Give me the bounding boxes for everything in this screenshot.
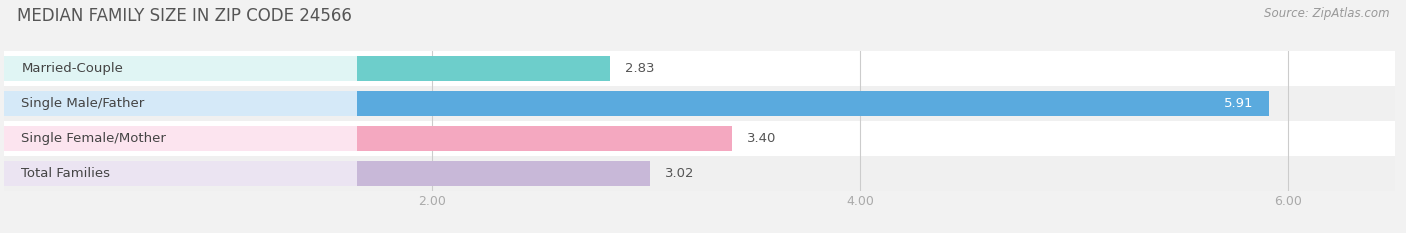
Bar [4, 86, 1395, 121]
Text: 3.02: 3.02 [665, 167, 695, 180]
Bar [4, 156, 1395, 191]
Bar [4, 91, 1268, 116]
Text: Total Families: Total Families [21, 167, 110, 180]
Bar [4, 161, 357, 186]
Bar [4, 121, 1395, 156]
Text: 5.91: 5.91 [1225, 97, 1254, 110]
Text: 3.40: 3.40 [747, 132, 776, 145]
Text: Single Male/Father: Single Male/Father [21, 97, 145, 110]
Text: 2.83: 2.83 [624, 62, 654, 75]
Bar [4, 56, 610, 81]
Text: MEDIAN FAMILY SIZE IN ZIP CODE 24566: MEDIAN FAMILY SIZE IN ZIP CODE 24566 [17, 7, 352, 25]
Bar [4, 126, 357, 151]
Bar [4, 91, 357, 116]
Bar [4, 161, 651, 186]
Text: Married-Couple: Married-Couple [21, 62, 124, 75]
Bar [4, 51, 1395, 86]
Bar [4, 126, 731, 151]
Text: Single Female/Mother: Single Female/Mother [21, 132, 166, 145]
Text: Source: ZipAtlas.com: Source: ZipAtlas.com [1264, 7, 1389, 20]
Bar [4, 56, 357, 81]
